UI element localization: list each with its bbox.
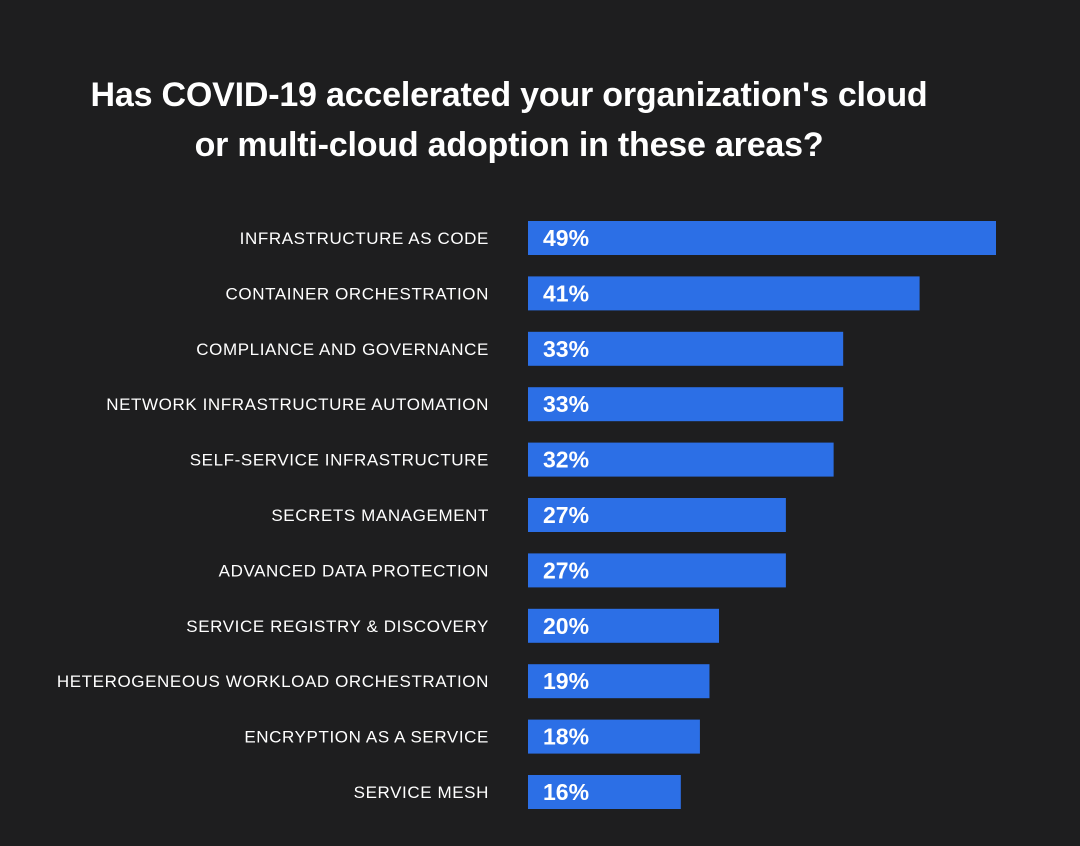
category-label: SECRETS MANAGEMENT bbox=[271, 506, 489, 525]
category-label: ADVANCED DATA PROTECTION bbox=[219, 561, 489, 580]
category-label: SERVICE REGISTRY & DISCOVERY bbox=[186, 617, 489, 636]
value-label: 32% bbox=[543, 447, 589, 473]
category-label: NETWORK INFRASTRUCTURE AUTOMATION bbox=[106, 395, 489, 414]
chart-title-line-1: Has COVID-19 accelerated your organizati… bbox=[90, 76, 928, 114]
category-label: SELF-SERVICE INFRASTRUCTURE bbox=[190, 451, 489, 470]
bar bbox=[528, 221, 996, 255]
category-label: COMPLIANCE AND GOVERNANCE bbox=[196, 340, 489, 359]
bar bbox=[528, 775, 681, 809]
bar bbox=[528, 498, 786, 532]
chart-title-line-2: or multi-cloud adoption in these areas? bbox=[194, 126, 824, 164]
value-label: 18% bbox=[543, 724, 589, 750]
bar bbox=[528, 442, 834, 477]
bar bbox=[528, 387, 844, 422]
value-label: 49% bbox=[543, 225, 589, 251]
category-label: HETEROGENEOUS WORKLOAD ORCHESTRATION bbox=[57, 672, 489, 691]
value-label: 33% bbox=[543, 336, 589, 362]
category-label: INFRASTRUCTURE AS CODE bbox=[240, 229, 489, 248]
value-label: 20% bbox=[543, 613, 589, 639]
bar bbox=[528, 553, 786, 588]
bar bbox=[528, 276, 920, 311]
bar bbox=[528, 719, 700, 754]
chart-title: Has COVID-19 accelerated your organizati… bbox=[0, 70, 1018, 170]
value-label: 27% bbox=[543, 502, 589, 528]
category-label: ENCRYPTION AS A SERVICE bbox=[244, 728, 489, 747]
value-label: 33% bbox=[543, 391, 589, 417]
bar bbox=[528, 331, 844, 366]
value-label: 19% bbox=[543, 668, 589, 694]
value-label: 27% bbox=[543, 557, 589, 583]
value-label: 41% bbox=[543, 280, 589, 306]
category-label: CONTAINER ORCHESTRATION bbox=[226, 284, 489, 303]
category-label: SERVICE MESH bbox=[354, 783, 489, 802]
bar bbox=[528, 608, 720, 643]
value-label: 16% bbox=[543, 779, 589, 805]
bar bbox=[528, 664, 710, 699]
